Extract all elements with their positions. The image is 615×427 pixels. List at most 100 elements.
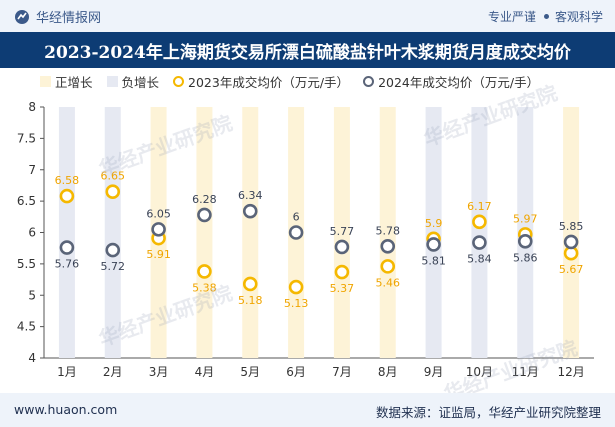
data-label-2024: 5.81 xyxy=(421,254,446,267)
brand[interactable]: 华经情报网 xyxy=(14,7,101,26)
data-label-2023: 5.46 xyxy=(376,276,401,289)
point-2023 xyxy=(59,188,75,204)
point-2023 xyxy=(288,279,304,295)
point-2024 xyxy=(105,242,121,258)
x-tick-label: 8月 xyxy=(378,365,398,379)
x-tick-label: 12月 xyxy=(557,365,584,379)
y-tick-label: 4 xyxy=(28,351,36,365)
data-label-2023: 6.58 xyxy=(55,174,80,187)
x-tick-label: 11月 xyxy=(512,365,539,379)
top-bar: 华经情报网 专业严谨 客观科学 xyxy=(0,0,615,32)
x-tick-label: 1月 xyxy=(57,365,77,379)
data-label-2024: 6.28 xyxy=(192,193,217,206)
x-tick-label: 4月 xyxy=(195,365,215,379)
tagline: 专业严谨 客观科学 xyxy=(488,8,603,25)
point-2023 xyxy=(334,264,350,280)
y-tick-label: 4.5 xyxy=(17,320,36,334)
dot-icon xyxy=(543,14,549,19)
data-label-2024: 5.77 xyxy=(330,225,355,238)
legend-label-positive: 正增长 xyxy=(55,75,93,90)
chart-legend: 正增长 负增长 2023年成交均价（万元/手） 2024年成交均价（万元/手） xyxy=(40,72,553,91)
positive-growth-bar xyxy=(563,107,580,358)
data-label-2023: 5.13 xyxy=(284,297,309,310)
point-2023 xyxy=(197,264,212,279)
point-2024 xyxy=(334,239,350,255)
data-label-2024: 6.34 xyxy=(238,189,263,202)
tagline-left: 专业严谨 xyxy=(487,10,536,24)
footer: www.huaon.com 数据来源：证监局，华经产业研究院整理 xyxy=(0,393,615,427)
legend-marker-2024-icon xyxy=(363,76,375,87)
legend-item-negative[interactable]: 负增长 xyxy=(106,72,160,91)
legend-label-negative: 负增长 xyxy=(121,75,160,90)
x-tick-label: 3月 xyxy=(149,365,169,379)
negative-growth-bar xyxy=(58,107,75,358)
positive-growth-bar xyxy=(333,107,350,358)
legend-item-positive[interactable]: 正增长 xyxy=(40,72,93,91)
legend-swatch-negative xyxy=(106,76,118,87)
legend-label-2023: 2023年成交均价（万元/手） xyxy=(188,75,350,90)
y-tick-label: 5 xyxy=(28,288,36,302)
x-tick-label: 9月 xyxy=(424,365,444,379)
point-2024 xyxy=(151,222,166,237)
data-label-2024: 5.76 xyxy=(55,258,80,271)
footer-source: 数据来源：证监局，华经产业研究院整理 xyxy=(375,405,601,420)
data-label-2024: 5.72 xyxy=(101,260,126,273)
data-label-2023: 5.18 xyxy=(238,294,263,307)
brand-logo-icon xyxy=(15,9,29,24)
positive-growth-bar xyxy=(196,107,213,358)
point-2024 xyxy=(380,239,396,254)
point-2024 xyxy=(59,240,75,255)
positive-growth-bar xyxy=(242,107,259,358)
y-tick-label: 7.5 xyxy=(17,131,36,145)
point-2023 xyxy=(472,214,487,230)
legend-item-2023[interactable]: 2023年成交均价（万元/手） xyxy=(173,72,349,91)
negative-growth-bar xyxy=(104,107,121,358)
y-tick-label: 8 xyxy=(28,100,36,114)
data-label-2024: 5.86 xyxy=(513,251,538,264)
point-2024 xyxy=(563,234,579,250)
negative-growth-bar xyxy=(471,107,488,358)
x-tick-label: 6月 xyxy=(286,365,306,379)
data-label-2024: 5.84 xyxy=(467,253,492,266)
data-label-2024: 5.78 xyxy=(376,224,401,237)
x-tick-label: 10月 xyxy=(466,365,493,379)
data-label-2023: 5.9 xyxy=(425,217,443,230)
y-tick-label: 7 xyxy=(28,163,36,177)
data-label-2023: 6.17 xyxy=(467,200,492,213)
data-label-2023: 5.37 xyxy=(330,282,355,295)
point-2023 xyxy=(242,276,258,292)
legend-swatch-positive xyxy=(40,76,51,87)
point-2024 xyxy=(517,233,533,249)
data-label-2024: 6.05 xyxy=(146,207,171,220)
y-tick-label: 6.5 xyxy=(17,194,36,208)
x-tick-label: 2月 xyxy=(103,365,123,379)
chart-title-bar: 2023-2024年上海期货交易所漂白硫酸盐针叶木浆期货月度成交均价 xyxy=(0,32,615,68)
data-label-2023: 5.91 xyxy=(146,248,171,261)
legend-item-2024[interactable]: 2024年成交均价（万元/手） xyxy=(363,72,539,91)
point-2024 xyxy=(197,207,212,223)
footer-url[interactable]: www.huaon.com xyxy=(14,402,118,417)
point-2023 xyxy=(380,259,396,274)
brand-name: 华经情报网 xyxy=(36,11,102,26)
x-tick-label: 7月 xyxy=(332,365,352,379)
positive-growth-bar xyxy=(379,107,396,358)
y-tick-label: 5.5 xyxy=(17,257,36,271)
legend-marker-2023-icon xyxy=(173,76,185,87)
chart-title: 2023-2024年上海期货交易所漂白硫酸盐针叶木浆期货月度成交均价 xyxy=(44,42,571,63)
point-2023 xyxy=(105,184,121,200)
data-label-2024: 6 xyxy=(293,211,300,224)
data-label-2024: 5.85 xyxy=(559,220,584,233)
data-label-2023: 5.67 xyxy=(559,263,584,276)
tagline-right: 客观科学 xyxy=(554,10,603,24)
point-2024 xyxy=(242,203,258,219)
y-tick-label: 6 xyxy=(28,226,36,240)
legend-label-2024: 2024年成交均价（万元/手） xyxy=(378,75,540,90)
point-2024 xyxy=(426,237,441,252)
chart-plot: 4 4.5 5 5.5 6 6.5 7 7.5 8 1月 2月 3月 4月 5月 6月 7月 8月 9月 10月 11… xyxy=(17,100,594,379)
x-tick-label: 5月 xyxy=(240,365,260,379)
point-2024 xyxy=(288,225,304,240)
point-2024 xyxy=(472,235,487,250)
data-label-2023: 5.97 xyxy=(513,212,538,225)
data-label-2023: 6.65 xyxy=(101,170,126,183)
data-label-2023: 5.38 xyxy=(192,281,217,294)
